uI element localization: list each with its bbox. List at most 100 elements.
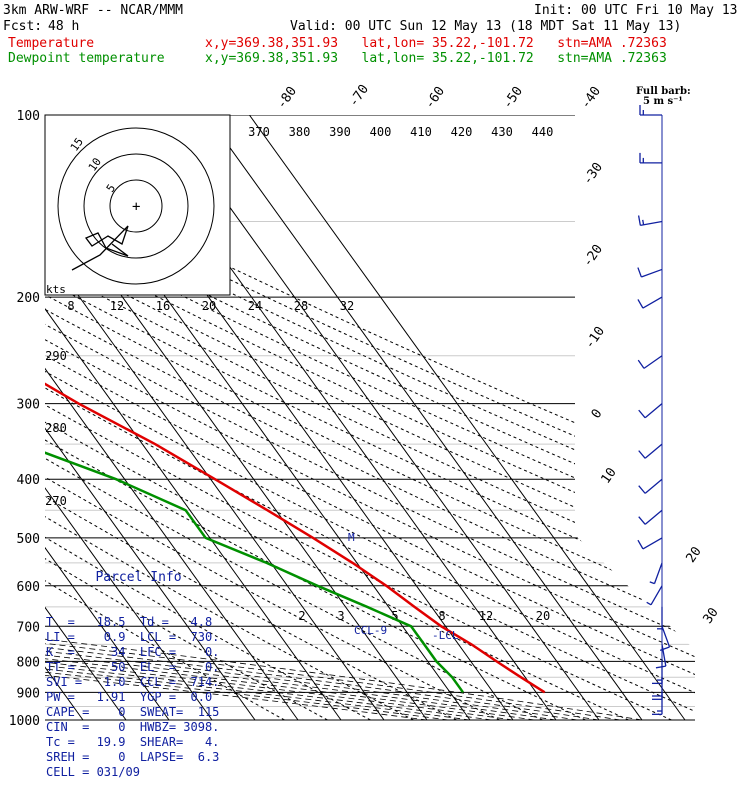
moist-adiabat	[45, 296, 449, 721]
mixing-ratio-upper-label: 12	[110, 299, 124, 313]
parcel-info-row: K = 34 LFC = 0.	[46, 645, 220, 659]
pressure-label-100: 100	[17, 109, 40, 124]
wind-barb	[657, 606, 663, 630]
mixing-ratio-label: 3	[337, 609, 344, 623]
pressure-label-200: 200	[17, 291, 40, 306]
hodograph-ring	[83, 153, 189, 259]
parcel-info-row: CIN = 0 HWBZ= 3098.	[46, 720, 220, 734]
hodograph-frame	[44, 114, 231, 296]
wind-barb-flag	[638, 409, 646, 419]
dry-adiabat	[45, 115, 695, 721]
parcel-info-row: T = 18.5 Td = 4.8	[46, 615, 213, 629]
hodograph-ring-label: 15	[68, 135, 86, 153]
wind-barb	[652, 692, 663, 715]
parcel-info-row: TT = 50 EL = 0.	[46, 660, 220, 674]
temperature-legend: Temperature	[8, 36, 95, 51]
theta-e-label: 400	[370, 125, 392, 139]
dry-adiabat	[45, 115, 543, 721]
wind-barb	[639, 152, 662, 164]
dry-adiabat	[45, 115, 285, 721]
wind-barb-flag	[637, 359, 645, 369]
ccl-marker: CCL-9	[354, 624, 387, 637]
theta-e-label: 410	[410, 125, 432, 139]
wind-barb-flag	[637, 267, 642, 278]
hodograph-ring	[109, 179, 163, 233]
wind-barb-flag	[655, 665, 666, 669]
forecast-label: Fcst:	[3, 19, 43, 34]
dry-adiabat	[45, 115, 695, 721]
parcel-marker: M	[348, 531, 355, 544]
isotherm-label: -80	[274, 84, 300, 112]
temperature-location: x,y=369.38,351.93 lat,lon= 35.22,-101.72…	[205, 36, 667, 51]
wind-barb-flag	[637, 215, 641, 226]
isotherm	[162, 115, 600, 721]
wind-barb	[638, 509, 663, 525]
pressure-label-400: 400	[17, 473, 40, 488]
lcl-marker: -LCL	[432, 629, 459, 642]
wind-barb	[638, 443, 663, 459]
mixing-ratio-upper-label: 20	[202, 299, 216, 313]
pressure-label-500: 500	[17, 532, 40, 547]
isotherm-label: -40	[578, 84, 604, 112]
barb-legend-title: Full barb:	[636, 86, 691, 97]
dewpoint-profile	[45, 451, 465, 694]
moist-adiabat	[45, 296, 514, 721]
isotherm	[45, 115, 127, 721]
mixing-ratio-label: 20	[536, 609, 550, 623]
isotherm-label: -20	[580, 242, 606, 270]
wind-barb	[638, 478, 663, 494]
theta-label: 280	[45, 421, 67, 435]
hodograph-center: +	[132, 199, 140, 215]
mixing-ratio-label: 8	[438, 609, 445, 623]
mixing-ratio-label: 12	[479, 609, 493, 623]
wind-barb	[637, 355, 663, 369]
isotherm-label: 30	[700, 605, 721, 626]
wind-barb-staff	[644, 478, 663, 494]
isotherm	[45, 115, 256, 721]
isotherm	[45, 115, 213, 721]
pressure-label-1000: 1000	[9, 714, 40, 729]
moist-adiabat	[45, 296, 557, 721]
parcel-info-row: SVI = 1.0 CCL = 714.	[46, 675, 220, 689]
dry-adiabat	[45, 115, 672, 721]
parcel-info-row: LI = 0.9 LCL = 730.	[46, 630, 220, 644]
wind-barb-staff	[642, 296, 663, 309]
pressure-label-600: 600	[17, 580, 40, 595]
wind-barb	[637, 267, 663, 278]
isotherm	[45, 115, 170, 721]
pressure-label-700: 700	[17, 620, 40, 635]
wind-barb-staff	[644, 509, 663, 525]
wind-barb-staff	[644, 443, 663, 459]
wind-barb	[655, 644, 667, 669]
wind-barb-staff	[643, 355, 663, 369]
moist-adiabat	[45, 296, 600, 721]
isotherm	[45, 115, 342, 721]
mixing-ratio-upper-label: 32	[340, 299, 354, 313]
theta-e-label: 370	[248, 125, 270, 139]
wind-barb	[637, 537, 663, 550]
wind-barb-flag	[637, 299, 644, 309]
wind-barb	[652, 661, 663, 685]
mixing-ratio-upper-label: 24	[248, 299, 262, 313]
hodograph-ring-label: 10	[86, 155, 104, 173]
pressure-label-900: 900	[17, 686, 40, 701]
dry-adiabat	[45, 115, 695, 721]
wind-barb	[649, 562, 663, 585]
moist-adiabat	[45, 296, 492, 721]
wind-barb-flag	[646, 601, 652, 606]
model-title: 3km ARW-WRF -- NCAR/MMM	[3, 3, 184, 18]
wind-barb-flag	[638, 450, 646, 459]
parcel-info-row: PW = 1.91 YGP = 0.0	[46, 690, 213, 704]
isotherm	[45, 115, 299, 721]
dry-adiabat	[45, 115, 695, 721]
wind-barb	[637, 296, 663, 309]
isotherm	[205, 115, 643, 721]
wind-barb-staff	[644, 403, 663, 419]
isotherm-label: -50	[500, 84, 526, 112]
hodograph-ring	[57, 127, 215, 285]
dry-adiabat	[45, 115, 695, 721]
forecast-hours: 48 h	[48, 19, 80, 34]
valid-time: Valid: 00 UTC Sun 12 May 13 (18 MDT Sat …	[290, 19, 682, 34]
wind-barb-staff	[641, 268, 663, 278]
